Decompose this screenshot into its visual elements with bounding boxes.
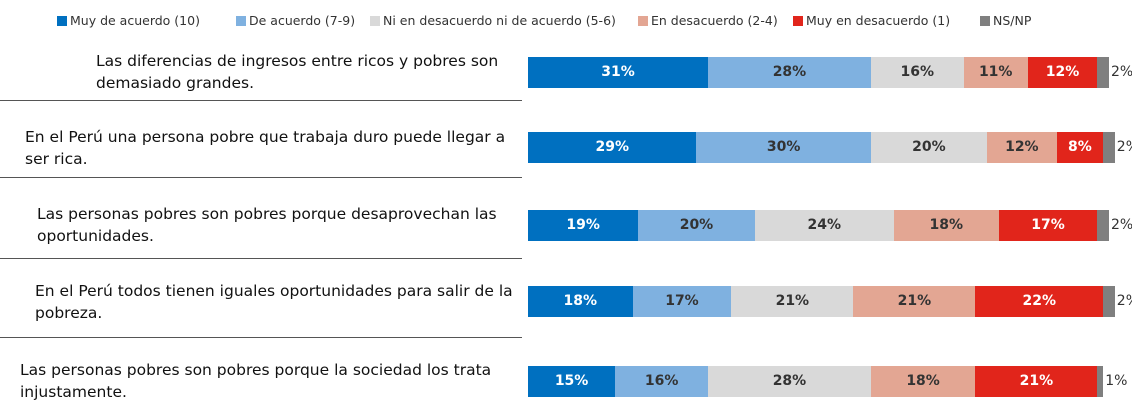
separator (0, 100, 522, 101)
data-label: 28% (772, 64, 807, 80)
bar-segment (870, 57, 964, 88)
category-label: En el Perú todos tienen iguales oportuni… (35, 282, 513, 322)
legend-label: Ni en desacuerdo ni de acuerdo (5-6) (383, 13, 616, 28)
bar-segment (1097, 366, 1104, 397)
bar-segment (853, 286, 976, 317)
data-label: 22% (1022, 293, 1057, 309)
category-label: En el Perú una persona pobre que trabaja… (25, 128, 506, 168)
category-label: Las diferencias de ingresos entre ricos … (96, 52, 499, 92)
bar-segment (1056, 132, 1104, 163)
data-label: 2% (1111, 64, 1132, 80)
bar-segment (528, 210, 639, 241)
legend-label: Muy en desacuerdo (1) (806, 13, 951, 28)
bar-segment (528, 366, 616, 397)
data-label: 17% (665, 293, 699, 309)
separator (0, 337, 522, 338)
bar-segment (632, 286, 732, 317)
bar-segment (528, 132, 697, 163)
data-label: 18% (929, 217, 964, 233)
legend-item: En desacuerdo (2-4) (638, 13, 778, 28)
data-label: 12% (1045, 64, 1080, 80)
bar-segment (975, 286, 1104, 317)
data-label: 15% (554, 373, 589, 389)
data-label: 20% (679, 217, 714, 233)
bar-segment (963, 57, 1028, 88)
data-label: 21% (775, 293, 810, 309)
bar-segment (1097, 57, 1109, 88)
legend-label: De acuerdo (7-9) (249, 13, 356, 28)
data-label: 21% (1019, 373, 1054, 389)
separator (0, 177, 522, 178)
legend-swatch (638, 15, 648, 26)
category-label: Las personas pobres son pobres porque la… (20, 361, 492, 401)
data-label: 2% (1116, 139, 1132, 155)
bar-segment (528, 57, 709, 88)
data-label: 2% (1111, 217, 1132, 233)
legend-label: En desacuerdo (2-4) (651, 13, 778, 28)
data-label: 31% (601, 64, 635, 80)
legend-swatch (980, 15, 990, 26)
data-label: 17% (1031, 217, 1065, 233)
data-label: 19% (566, 217, 600, 233)
bar-segment (870, 132, 987, 163)
legend-swatch (370, 15, 380, 26)
data-label: 29% (595, 139, 629, 155)
data-label: 11% (978, 64, 1013, 80)
legend-item: Muy en desacuerdo (1) (793, 13, 950, 28)
bar-segment (528, 286, 633, 317)
legend-item: NS/NP (980, 13, 1031, 28)
legend-item: Ni en desacuerdo ni de acuerdo (5-6) (370, 13, 616, 28)
legend-swatch (236, 15, 246, 26)
data-label: 8% (1068, 139, 1092, 155)
bar-segment (986, 132, 1057, 163)
bar-segment (998, 210, 1098, 241)
bar-segment (1103, 132, 1115, 163)
data-label: 12% (1005, 139, 1039, 155)
legend-item: Muy de acuerdo (10) (57, 13, 200, 28)
data-label: 21% (897, 293, 932, 309)
data-label: 28% (772, 373, 807, 389)
data-label: 1% (1105, 373, 1128, 389)
bar-segment (1097, 210, 1109, 241)
separator (0, 258, 522, 259)
category-label: Las personas pobres son pobres porque de… (37, 205, 497, 245)
bar-segment (696, 132, 871, 163)
data-label: 18% (906, 373, 940, 389)
legend-label: Muy de acuerdo (10) (70, 13, 200, 28)
data-label: 24% (807, 217, 842, 233)
data-label: 16% (644, 373, 679, 389)
data-label: 20% (912, 139, 946, 155)
legend-label: NS/NP (993, 13, 1032, 28)
bar-segment (754, 210, 895, 241)
data-label: 30% (766, 139, 801, 155)
bar-segment (975, 366, 1098, 397)
bar-segment (1027, 57, 1098, 88)
legend-swatch (793, 15, 803, 26)
bar-segment (1103, 286, 1115, 317)
data-label: 16% (900, 64, 935, 80)
data-label: 2% (1116, 293, 1132, 309)
data-label: 18% (563, 293, 598, 309)
bar-segment (638, 210, 755, 241)
bar-segment (731, 286, 854, 317)
bar-segment (708, 366, 871, 397)
legend-item: De acuerdo (7-9) (236, 13, 355, 28)
bar-segment (870, 366, 976, 397)
bar-segment (708, 57, 871, 88)
bar-segment (894, 210, 999, 241)
bar-segment (615, 366, 709, 397)
legend-swatch (57, 15, 67, 26)
